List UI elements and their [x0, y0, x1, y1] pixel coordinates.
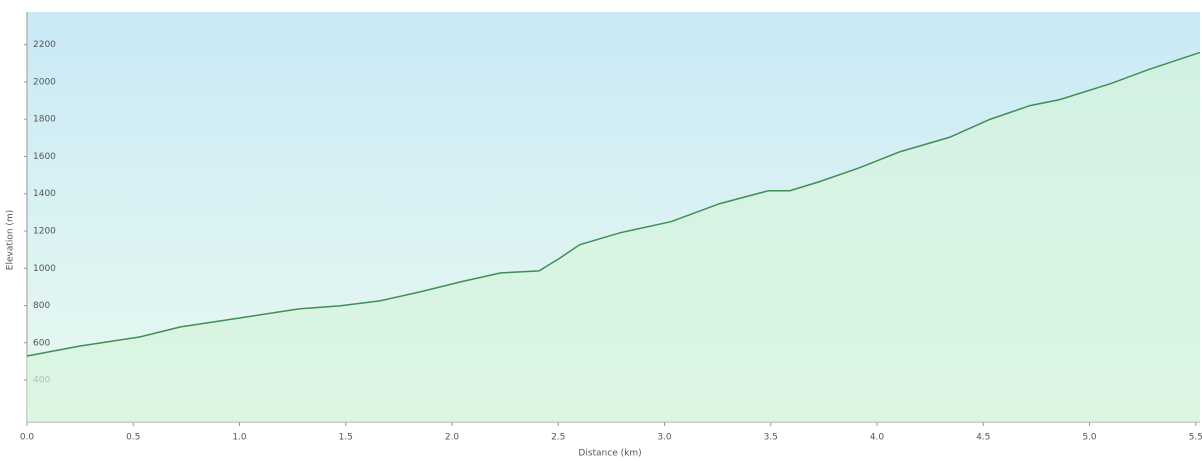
y-tick-label: 1400: [33, 189, 56, 199]
y-tick-label: 1800: [33, 115, 56, 125]
x-tick-label: 2.0: [445, 433, 460, 443]
x-tick-label: 0.5: [126, 433, 140, 443]
y-tick-label: 2200: [33, 40, 56, 50]
x-tick-label: 4.5: [976, 433, 990, 443]
area-fill: [27, 52, 1200, 423]
x-tick-label: 3.0: [657, 433, 672, 443]
y-tick-label: 1200: [33, 226, 56, 236]
x-tick-label: 1.0: [232, 433, 247, 443]
x-tick-label: 5.5: [1189, 433, 1202, 443]
x-tick-label: 3.5: [764, 433, 778, 443]
x-tick-label: 0.0: [20, 433, 35, 443]
x-tick-label: 5.0: [1082, 433, 1097, 443]
y-tick-label: 600: [33, 338, 50, 348]
y-tick-label: 2000: [33, 77, 56, 87]
x-tick-label: 2.5: [551, 433, 565, 443]
x-tick-label: 4.0: [870, 433, 885, 443]
y-axis-label: Elevation (m): [6, 210, 16, 270]
y-tick-label: 1600: [33, 152, 56, 162]
line: [26, 51, 1201, 357]
y-tick-label: 1000: [33, 264, 56, 274]
y-tick-label: 800: [33, 301, 50, 311]
x-tick-label: 1.5: [339, 433, 353, 443]
x-axis-label: Distance (km): [578, 449, 641, 459]
